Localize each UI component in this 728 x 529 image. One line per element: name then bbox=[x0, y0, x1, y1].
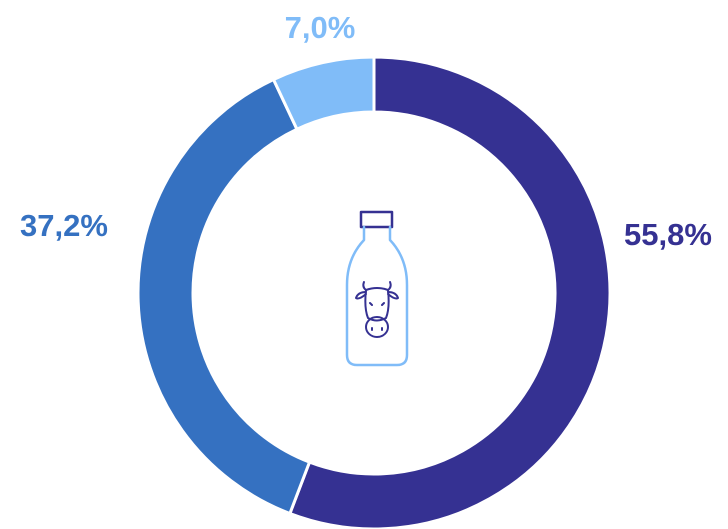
donut-segment bbox=[136, 77, 312, 516]
milk-bottle-icon bbox=[345, 210, 409, 367]
donut-segment bbox=[271, 55, 376, 132]
bottle-cap bbox=[359, 210, 394, 229]
donut-segment bbox=[287, 55, 612, 529]
cow-face bbox=[355, 281, 399, 338]
donut bbox=[136, 55, 612, 529]
data-label: 37,2% bbox=[20, 208, 108, 243]
data-label: 55,8% bbox=[624, 217, 712, 252]
bottle-body bbox=[345, 225, 409, 367]
data-label: 7,0% bbox=[285, 10, 356, 45]
